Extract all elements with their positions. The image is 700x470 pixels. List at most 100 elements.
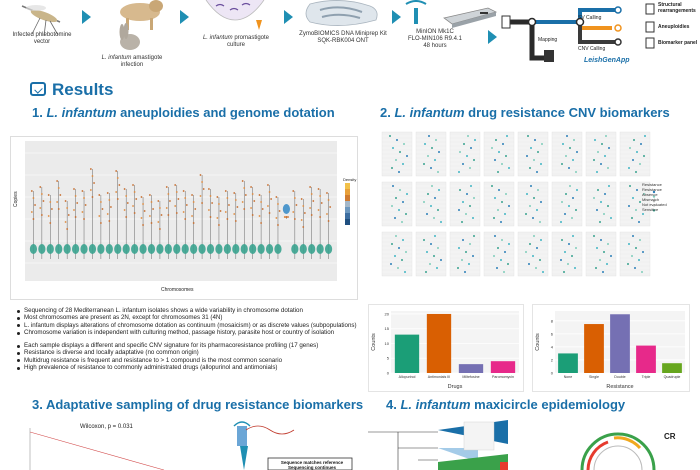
- violin-ylabel: Copies: [13, 191, 19, 207]
- sandfly-illustration: [21, 5, 61, 37]
- data-point: [91, 175, 94, 177]
- data-point: [571, 255, 573, 257]
- data-point: [437, 171, 439, 173]
- data-point: [540, 239, 542, 241]
- section-2-title: 2. L. infantum drug resistance CNV bioma…: [380, 105, 670, 120]
- data-point: [465, 251, 467, 253]
- data-point: [573, 139, 575, 141]
- data-point: [32, 197, 35, 199]
- bar: [490, 361, 516, 373]
- data-point: [638, 259, 640, 261]
- data-point: [317, 188, 320, 190]
- data-point: [182, 211, 185, 213]
- data-point: [635, 171, 637, 173]
- data-point: [126, 202, 129, 204]
- data-point: [148, 215, 151, 217]
- data-point: [192, 201, 195, 203]
- data-point: [568, 205, 570, 207]
- violin: [88, 244, 97, 254]
- data-point: [253, 200, 256, 202]
- x-tick-label: Double: [614, 375, 625, 379]
- data-point: [491, 147, 493, 149]
- data-point: [234, 199, 237, 201]
- data-point: [568, 243, 570, 245]
- data-point: [267, 205, 269, 207]
- data-point: [434, 235, 436, 237]
- data-point: [608, 147, 610, 149]
- data-point: [310, 193, 313, 195]
- data-point: [572, 197, 574, 199]
- leishgenapp-diagram: [501, 3, 655, 62]
- legend-swatch: [345, 189, 350, 195]
- data-point: [564, 213, 566, 215]
- data-point: [536, 171, 538, 173]
- data-point: [165, 207, 168, 209]
- data-point: [438, 189, 440, 191]
- data-point: [640, 143, 642, 145]
- data-point: [537, 189, 539, 191]
- data-point: [142, 203, 144, 205]
- data-point: [74, 216, 77, 218]
- data-point: [468, 263, 470, 265]
- data-point: [634, 267, 636, 269]
- data-point: [607, 167, 609, 169]
- data-point: [303, 212, 306, 214]
- cnv-legend-item: Sensitive: [642, 207, 659, 212]
- data-point: [607, 205, 609, 207]
- data-point: [491, 185, 493, 187]
- data-point: [84, 204, 87, 206]
- violin: [97, 244, 105, 254]
- data-point: [498, 151, 500, 153]
- list-item: Multidrug resistance is frequent and res…: [16, 357, 318, 364]
- data-point: [42, 200, 45, 202]
- data-point: [575, 209, 577, 211]
- data-point: [258, 215, 261, 217]
- data-point: [607, 243, 609, 245]
- data-point: [461, 259, 463, 261]
- step-5-caption: MinION Mk1C FLO-MIN106 R9.4.1 48 hours: [407, 29, 463, 49]
- data-point: [508, 205, 510, 207]
- pipeline-banner: Infected phlebotomine vector L. infantum…: [0, 0, 700, 82]
- data-point: [405, 251, 407, 253]
- x-tick-label: Allopurinol: [399, 375, 416, 379]
- data-point: [110, 206, 112, 208]
- data-point: [425, 271, 427, 273]
- data-point: [530, 185, 532, 187]
- data-point: [174, 205, 177, 207]
- data-point: [199, 174, 202, 176]
- data-point: [610, 255, 612, 257]
- data-point: [244, 194, 247, 196]
- data-point: [504, 213, 506, 215]
- data-point: [83, 197, 85, 199]
- violin: [147, 244, 156, 254]
- data-point: [560, 221, 562, 223]
- data-point: [532, 217, 534, 219]
- data-point: [435, 139, 437, 141]
- data-point: [402, 163, 404, 165]
- plot-area: [25, 141, 337, 281]
- data-point: [526, 193, 528, 195]
- data-point: [462, 201, 464, 203]
- data-point: [241, 201, 244, 203]
- data-point: [89, 168, 92, 170]
- minion-device-illustration: [405, 0, 498, 28]
- data-point: [234, 220, 237, 222]
- data-point: [638, 221, 640, 223]
- violin: [46, 244, 54, 254]
- data-point: [392, 147, 394, 149]
- data-point: [39, 207, 42, 209]
- data-point: [561, 239, 563, 241]
- data-point: [49, 222, 52, 224]
- facet-panel: [551, 231, 583, 277]
- data-point: [542, 271, 544, 273]
- bar: [584, 324, 604, 373]
- data-point: [596, 209, 598, 211]
- data-point: [533, 159, 535, 161]
- data-point: [398, 171, 400, 173]
- data-point: [501, 201, 503, 203]
- legend-dot: [652, 200, 656, 203]
- data-point: [309, 186, 312, 188]
- data-point: [199, 195, 202, 197]
- facet-panel: [483, 181, 515, 227]
- data-point: [157, 200, 160, 202]
